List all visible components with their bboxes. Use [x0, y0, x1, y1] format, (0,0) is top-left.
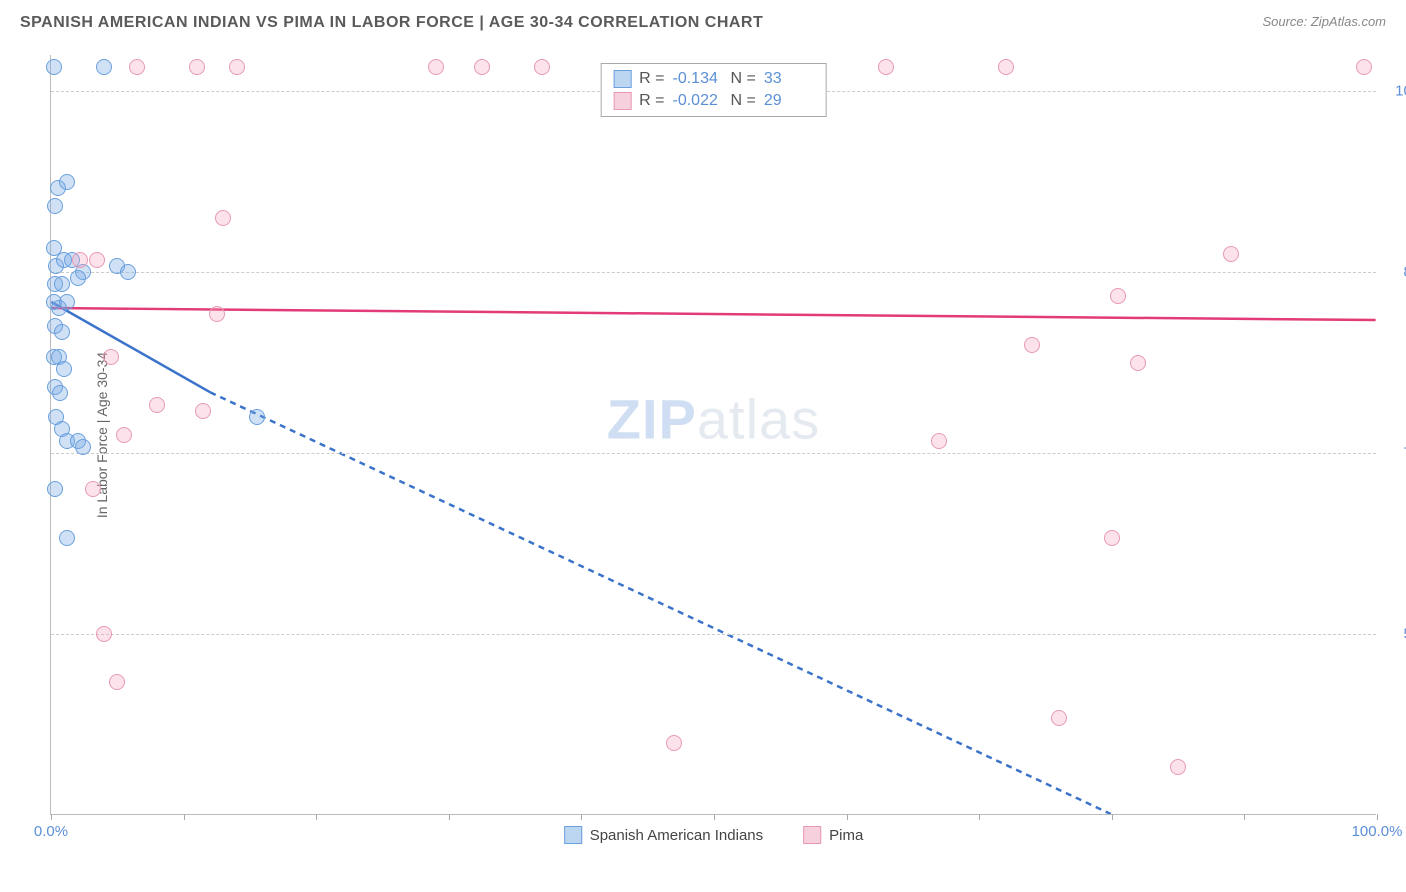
data-point [47, 481, 63, 497]
data-point [52, 385, 68, 401]
legend-label: Pima [829, 827, 863, 844]
data-point [89, 252, 105, 268]
watermark-suffix: atlas [697, 388, 820, 451]
data-point [129, 59, 145, 75]
data-point [209, 306, 225, 322]
data-point [96, 59, 112, 75]
stats-row: R = -0.134 N = 33 [613, 68, 814, 90]
data-point [59, 294, 75, 310]
data-point [249, 409, 265, 425]
correlation-stats-box: R = -0.134 N = 33 R = -0.022 N = 29 [600, 63, 827, 117]
data-point [1110, 288, 1126, 304]
data-point [47, 198, 63, 214]
gridline [51, 634, 1376, 635]
legend: Spanish American Indians Pima [564, 826, 864, 844]
data-point [59, 174, 75, 190]
x-tick [714, 814, 715, 820]
data-point [59, 530, 75, 546]
data-point [1170, 759, 1186, 775]
data-point [1051, 710, 1067, 726]
n-label: N = [731, 70, 756, 88]
n-label: N = [731, 92, 756, 110]
x-tick [1377, 814, 1378, 820]
x-tick-label: 0.0% [34, 823, 68, 840]
series-swatch [613, 70, 631, 88]
trend-lines-layer [51, 55, 1376, 814]
data-point [54, 324, 70, 340]
r-value: -0.134 [673, 70, 723, 88]
data-point [229, 59, 245, 75]
data-point [85, 481, 101, 497]
data-point [428, 59, 444, 75]
source-attribution: Source: ZipAtlas.com [1262, 14, 1386, 29]
y-tick-label: 100.0% [1386, 83, 1406, 100]
x-tick [1244, 814, 1245, 820]
watermark-prefix: ZIP [607, 388, 697, 451]
data-point [96, 626, 112, 642]
data-point [215, 210, 231, 226]
data-point [54, 276, 70, 292]
trend-line [210, 392, 1110, 814]
x-tick-label: 100.0% [1352, 823, 1403, 840]
data-point [931, 433, 947, 449]
x-tick [184, 814, 185, 820]
legend-label: Spanish American Indians [590, 827, 763, 844]
data-point [195, 403, 211, 419]
data-point [75, 439, 91, 455]
data-point [1223, 246, 1239, 262]
x-tick [316, 814, 317, 820]
data-point [534, 59, 550, 75]
legend-swatch [803, 826, 821, 844]
r-label: R = [639, 70, 664, 88]
chart-title: SPANISH AMERICAN INDIAN VS PIMA IN LABOR… [20, 14, 763, 32]
data-point [56, 361, 72, 377]
data-point [474, 59, 490, 75]
x-tick [51, 814, 52, 820]
data-point [1356, 59, 1372, 75]
trend-line [51, 308, 1375, 320]
n-value: 33 [764, 70, 814, 88]
y-tick-label: 70.0% [1386, 445, 1406, 462]
legend-swatch [564, 826, 582, 844]
data-point [72, 252, 88, 268]
legend-item: Pima [803, 826, 863, 844]
r-label: R = [639, 92, 664, 110]
data-point [998, 59, 1014, 75]
chart-plot-area: ZIPatlas In Labor Force | Age 30-34 R =-… [50, 55, 1376, 815]
n-value: 29 [764, 92, 814, 110]
data-point [666, 735, 682, 751]
data-point [878, 59, 894, 75]
chart-header: SPANISH AMERICAN INDIAN VS PIMA IN LABOR… [0, 0, 1406, 48]
data-point [1024, 337, 1040, 353]
data-point [70, 270, 86, 286]
data-point [103, 349, 119, 365]
gridline [51, 453, 1376, 454]
data-point [120, 264, 136, 280]
x-tick [581, 814, 582, 820]
x-tick [1112, 814, 1113, 820]
r-value: -0.022 [673, 92, 723, 110]
data-point [109, 674, 125, 690]
x-tick [847, 814, 848, 820]
data-point [149, 397, 165, 413]
gridline [51, 272, 1376, 273]
y-tick-label: 55.0% [1386, 626, 1406, 643]
trend-line [51, 302, 210, 392]
series-swatch [613, 92, 631, 110]
legend-item: Spanish American Indians [564, 826, 763, 844]
x-tick [449, 814, 450, 820]
data-point [116, 427, 132, 443]
watermark: ZIPatlas [607, 387, 820, 452]
y-tick-label: 85.0% [1386, 264, 1406, 281]
data-point [189, 59, 205, 75]
data-point [46, 59, 62, 75]
stats-row: R = -0.022 N = 29 [613, 90, 814, 112]
data-point [1130, 355, 1146, 371]
data-point [1104, 530, 1120, 546]
x-tick [979, 814, 980, 820]
